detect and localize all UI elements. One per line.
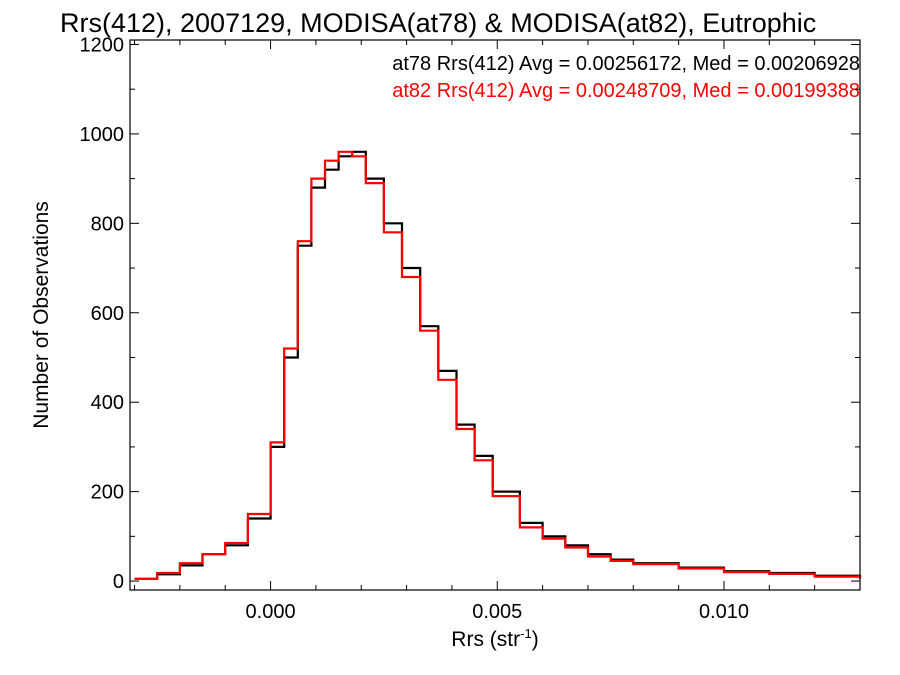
legend-entry-at82: at82 Rrs(412) Avg = 0.00248709, Med = 0.…	[392, 80, 860, 102]
legend: at78 Rrs(412) Avg = 0.00256172, Med = 0.…	[392, 53, 860, 102]
plot-frame	[129, 39, 861, 591]
x-axis-title-superscript: -1	[520, 626, 532, 641]
legend-entry-at78: at78 Rrs(412) Avg = 0.00256172, Med = 0.…	[392, 53, 860, 75]
y-tick-label: 200	[91, 482, 124, 504]
y-tick-label: 600	[91, 303, 124, 325]
y-tick-label: 800	[91, 213, 124, 235]
x-tick-label: 0.005	[472, 601, 522, 623]
x-axis-title: Rrs (str-1)	[451, 626, 538, 651]
series-line-at78	[134, 150, 862, 580]
x-axis-title-end: )	[532, 628, 539, 651]
y-tick-label: 1200	[80, 34, 125, 56]
y-tick-label: 0	[113, 571, 124, 593]
series-line-at82	[134, 150, 862, 580]
y-tick-label: 400	[91, 392, 124, 414]
x-axis-title-main: Rrs (str	[451, 628, 520, 651]
chart-title: Rrs(412), 2007129, MODISA(at78) & MODISA…	[60, 8, 816, 38]
x-tick-label: 0.000	[246, 601, 296, 623]
y-axis-title: Number of Observations	[30, 201, 53, 429]
ticks-layer: 0 200 400 600 800 1000 1200 0.000 0.005 0.010	[80, 34, 861, 623]
y-tick-label: 1000	[80, 124, 125, 146]
x-tick-label: 0.010	[699, 601, 749, 623]
series-layer	[134, 150, 862, 580]
